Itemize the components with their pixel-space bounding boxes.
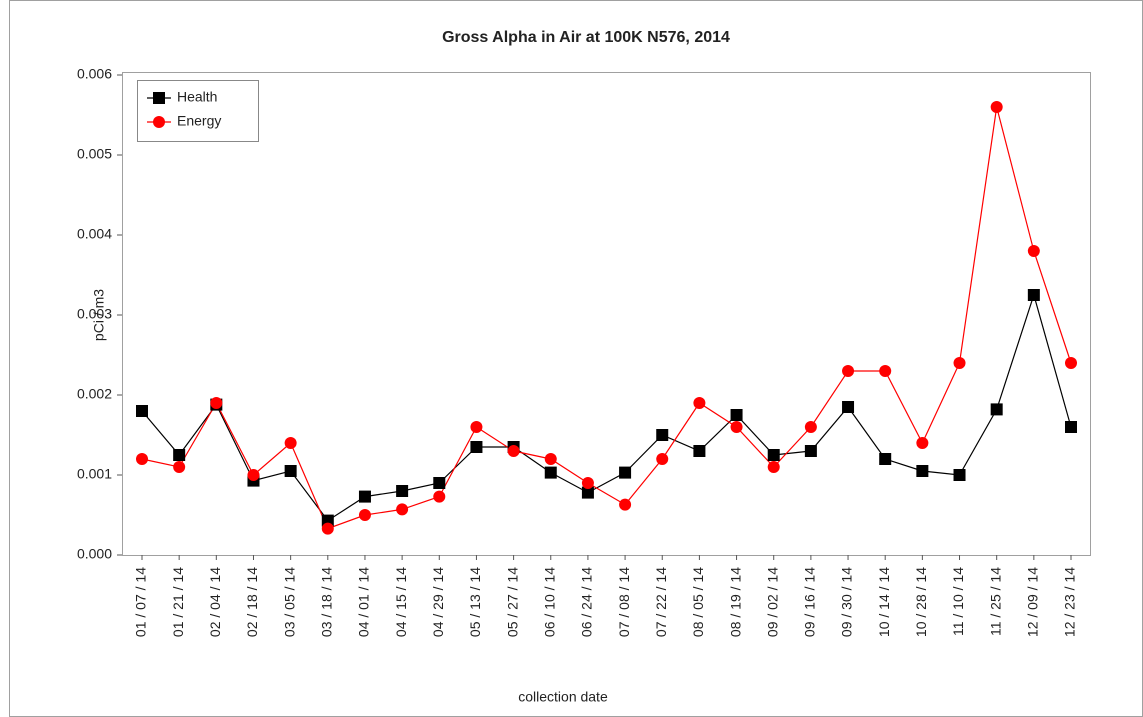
data-point bbox=[1027, 289, 1040, 301]
x-tick-label: 08 / 05 / 14 bbox=[690, 567, 706, 637]
data-point bbox=[730, 409, 743, 421]
data-point bbox=[767, 449, 780, 461]
data-point bbox=[842, 365, 855, 377]
data-point bbox=[321, 522, 334, 535]
x-tick-label: 12 / 09 / 14 bbox=[1025, 567, 1041, 637]
legend-box bbox=[137, 80, 259, 142]
data-point bbox=[358, 490, 371, 503]
data-point bbox=[953, 469, 966, 481]
data-point bbox=[1065, 421, 1077, 433]
data-point bbox=[879, 365, 892, 377]
y-tick-label: 0.003 bbox=[77, 306, 112, 322]
data-point bbox=[433, 490, 446, 503]
x-tick-label: 01 / 07 / 14 bbox=[133, 567, 149, 637]
x-tick-label: 03 / 18 / 14 bbox=[319, 567, 335, 637]
data-point bbox=[916, 465, 929, 477]
legend-label: Energy bbox=[177, 113, 221, 129]
x-tick-label: 08 / 19 / 14 bbox=[727, 567, 743, 637]
data-point bbox=[619, 498, 632, 511]
x-tick-label: 03 / 05 / 14 bbox=[281, 567, 297, 637]
y-axis-label: pCi / m3 bbox=[91, 289, 107, 341]
data-point bbox=[581, 477, 594, 489]
data-point bbox=[396, 485, 409, 497]
x-tick-label: 10 / 14 / 14 bbox=[876, 567, 892, 637]
x-tick-label: 04 / 01 / 14 bbox=[356, 567, 372, 637]
chart-title: Gross Alpha in Air at 100K N576, 2014 bbox=[442, 29, 730, 46]
legend-label: Health bbox=[177, 89, 217, 105]
x-tick-label: 07 / 22 / 14 bbox=[653, 567, 669, 637]
series-line bbox=[141, 106, 1072, 530]
data-point bbox=[210, 397, 223, 409]
x-tick-label: 11 / 10 / 14 bbox=[950, 567, 966, 636]
data-point bbox=[693, 445, 706, 457]
x-tick-label: 04 / 29 / 14 bbox=[430, 567, 446, 637]
data-point bbox=[136, 405, 148, 417]
data-point bbox=[433, 477, 446, 489]
data-point bbox=[693, 397, 706, 409]
data-point bbox=[507, 445, 520, 457]
data-point bbox=[284, 465, 297, 477]
y-tick-label: 0.000 bbox=[77, 546, 112, 562]
data-point bbox=[767, 461, 780, 473]
data-point bbox=[842, 401, 855, 413]
data-point bbox=[656, 453, 669, 465]
data-point bbox=[619, 466, 632, 479]
x-tick-label: 09 / 02 / 14 bbox=[764, 567, 780, 637]
data-point bbox=[1027, 245, 1040, 257]
y-tick-label: 0.001 bbox=[77, 466, 112, 482]
x-tick-label: 09 / 16 / 14 bbox=[802, 567, 818, 637]
data-point bbox=[284, 437, 297, 449]
legend-marker bbox=[153, 92, 165, 104]
data-point bbox=[879, 453, 892, 465]
y-tick-label: 0.006 bbox=[77, 66, 112, 82]
x-tick-label: 09 / 30 / 14 bbox=[839, 567, 855, 637]
data-point bbox=[990, 101, 1003, 113]
x-tick-label: 11 / 25 / 14 bbox=[987, 567, 1003, 636]
x-tick-label: 06 / 24 / 14 bbox=[579, 567, 595, 637]
x-tick-label: 01 / 21 / 14 bbox=[170, 567, 186, 637]
x-tick-label: 02 / 04 / 14 bbox=[207, 567, 223, 637]
data-point bbox=[470, 441, 483, 453]
data-point bbox=[247, 469, 260, 481]
x-tick-label: 04 / 15 / 14 bbox=[393, 567, 409, 637]
data-point bbox=[544, 453, 557, 465]
data-point bbox=[173, 461, 186, 473]
x-axis-label: collection date bbox=[518, 689, 608, 705]
x-tick-label: 05 / 27 / 14 bbox=[504, 567, 520, 637]
legend-marker bbox=[153, 116, 165, 128]
data-point bbox=[804, 421, 817, 433]
x-tick-label: 02 / 18 / 14 bbox=[244, 567, 260, 637]
data-point bbox=[396, 503, 409, 516]
x-tick-label: 06 / 10 / 14 bbox=[541, 567, 557, 637]
data-point bbox=[990, 403, 1003, 416]
data-point bbox=[470, 421, 483, 433]
data-point bbox=[544, 466, 557, 479]
data-point bbox=[173, 449, 186, 461]
data-point bbox=[656, 429, 669, 441]
series-line bbox=[141, 292, 1072, 522]
y-tick-label: 0.002 bbox=[77, 386, 112, 402]
x-tick-label: 10 / 28 / 14 bbox=[913, 567, 929, 637]
data-point bbox=[916, 437, 929, 449]
x-tick-label: 05 / 13 / 14 bbox=[467, 567, 483, 637]
data-point bbox=[804, 445, 817, 457]
data-point bbox=[730, 421, 743, 433]
data-point bbox=[1065, 357, 1077, 369]
plot-area bbox=[122, 72, 1091, 556]
data-point bbox=[136, 453, 148, 465]
y-tick-label: 0.005 bbox=[77, 146, 112, 162]
y-tick-label: 0.004 bbox=[77, 226, 112, 242]
x-tick-label: 07 / 08 / 14 bbox=[616, 567, 632, 637]
data-point bbox=[953, 357, 966, 369]
data-point bbox=[358, 509, 371, 521]
data-point bbox=[581, 486, 594, 499]
x-tick-label: 12 / 23 / 14 bbox=[1062, 567, 1078, 637]
